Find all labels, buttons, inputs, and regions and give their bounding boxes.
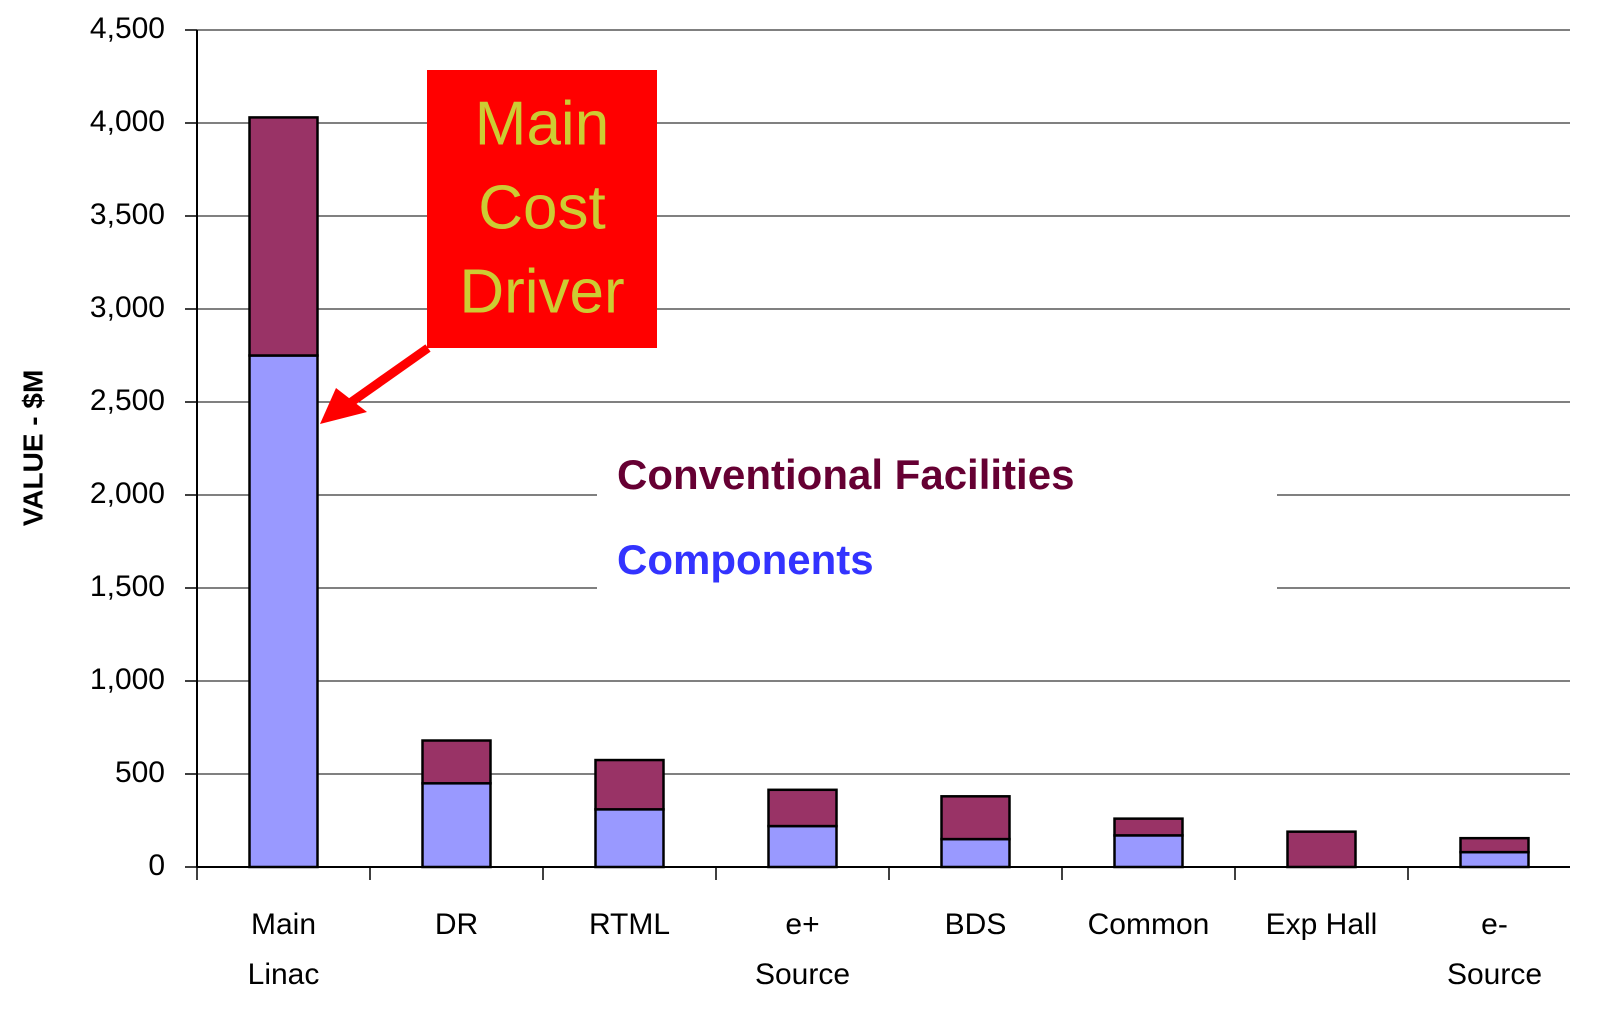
y-tick-label: 1,000: [90, 663, 165, 696]
bar-segment: [594, 808, 665, 869]
y-tick-label: 3,000: [90, 291, 165, 324]
annotation-text: Cost: [478, 173, 605, 242]
x-tick-label: Linac: [248, 958, 320, 991]
bar-segment: [594, 758, 665, 811]
bar-segment: [1459, 836, 1530, 854]
legend-label: Components: [617, 536, 874, 583]
bar-segment: [248, 116, 319, 357]
y-tick-label: 0: [148, 849, 165, 882]
x-tick-label: Exp Hall: [1266, 908, 1378, 941]
annotation-box: [427, 70, 657, 348]
y-tick-label: 500: [115, 756, 165, 789]
x-tick-label: Common: [1088, 908, 1210, 941]
bar-segment: [767, 788, 838, 828]
annotation-arrow: [347, 344, 431, 407]
x-tick-label: RTML: [589, 908, 670, 941]
x-tick-label: e+: [785, 908, 819, 941]
bar-segment: [940, 795, 1011, 841]
x-tick-label: Source: [1447, 958, 1542, 991]
bar-segment: [1286, 830, 1357, 869]
y-tick-label: 1,500: [90, 570, 165, 603]
y-tick-label: 3,500: [90, 198, 165, 231]
y-axis-label: VALUE - $M: [17, 370, 48, 527]
x-tick-label: BDS: [945, 908, 1007, 941]
y-tick-label: 4,000: [90, 105, 165, 138]
bar-segment: [421, 782, 492, 869]
y-tick-label: 4,500: [90, 12, 165, 45]
legend-label: Conventional Facilities: [617, 451, 1074, 498]
bar-segment: [940, 837, 1011, 869]
bar-segment: [767, 824, 838, 869]
bar-segment: [421, 739, 492, 785]
bar-segment: [248, 354, 319, 869]
y-tick-label: 2,000: [90, 477, 165, 510]
annotation-text: Main: [475, 89, 609, 158]
legend-background: [597, 455, 1277, 600]
x-tick-label: DR: [435, 908, 478, 941]
bar-segment: [1113, 817, 1184, 837]
annotation-arrowhead: [320, 388, 367, 424]
x-tick-label: e-: [1481, 908, 1508, 941]
x-tick-label: Main: [251, 908, 316, 941]
y-tick-label: 2,500: [90, 384, 165, 417]
annotation-text: Driver: [459, 257, 624, 326]
bar-segment: [1459, 850, 1530, 869]
bar-segment: [1113, 834, 1184, 869]
x-tick-label: Source: [755, 958, 850, 991]
